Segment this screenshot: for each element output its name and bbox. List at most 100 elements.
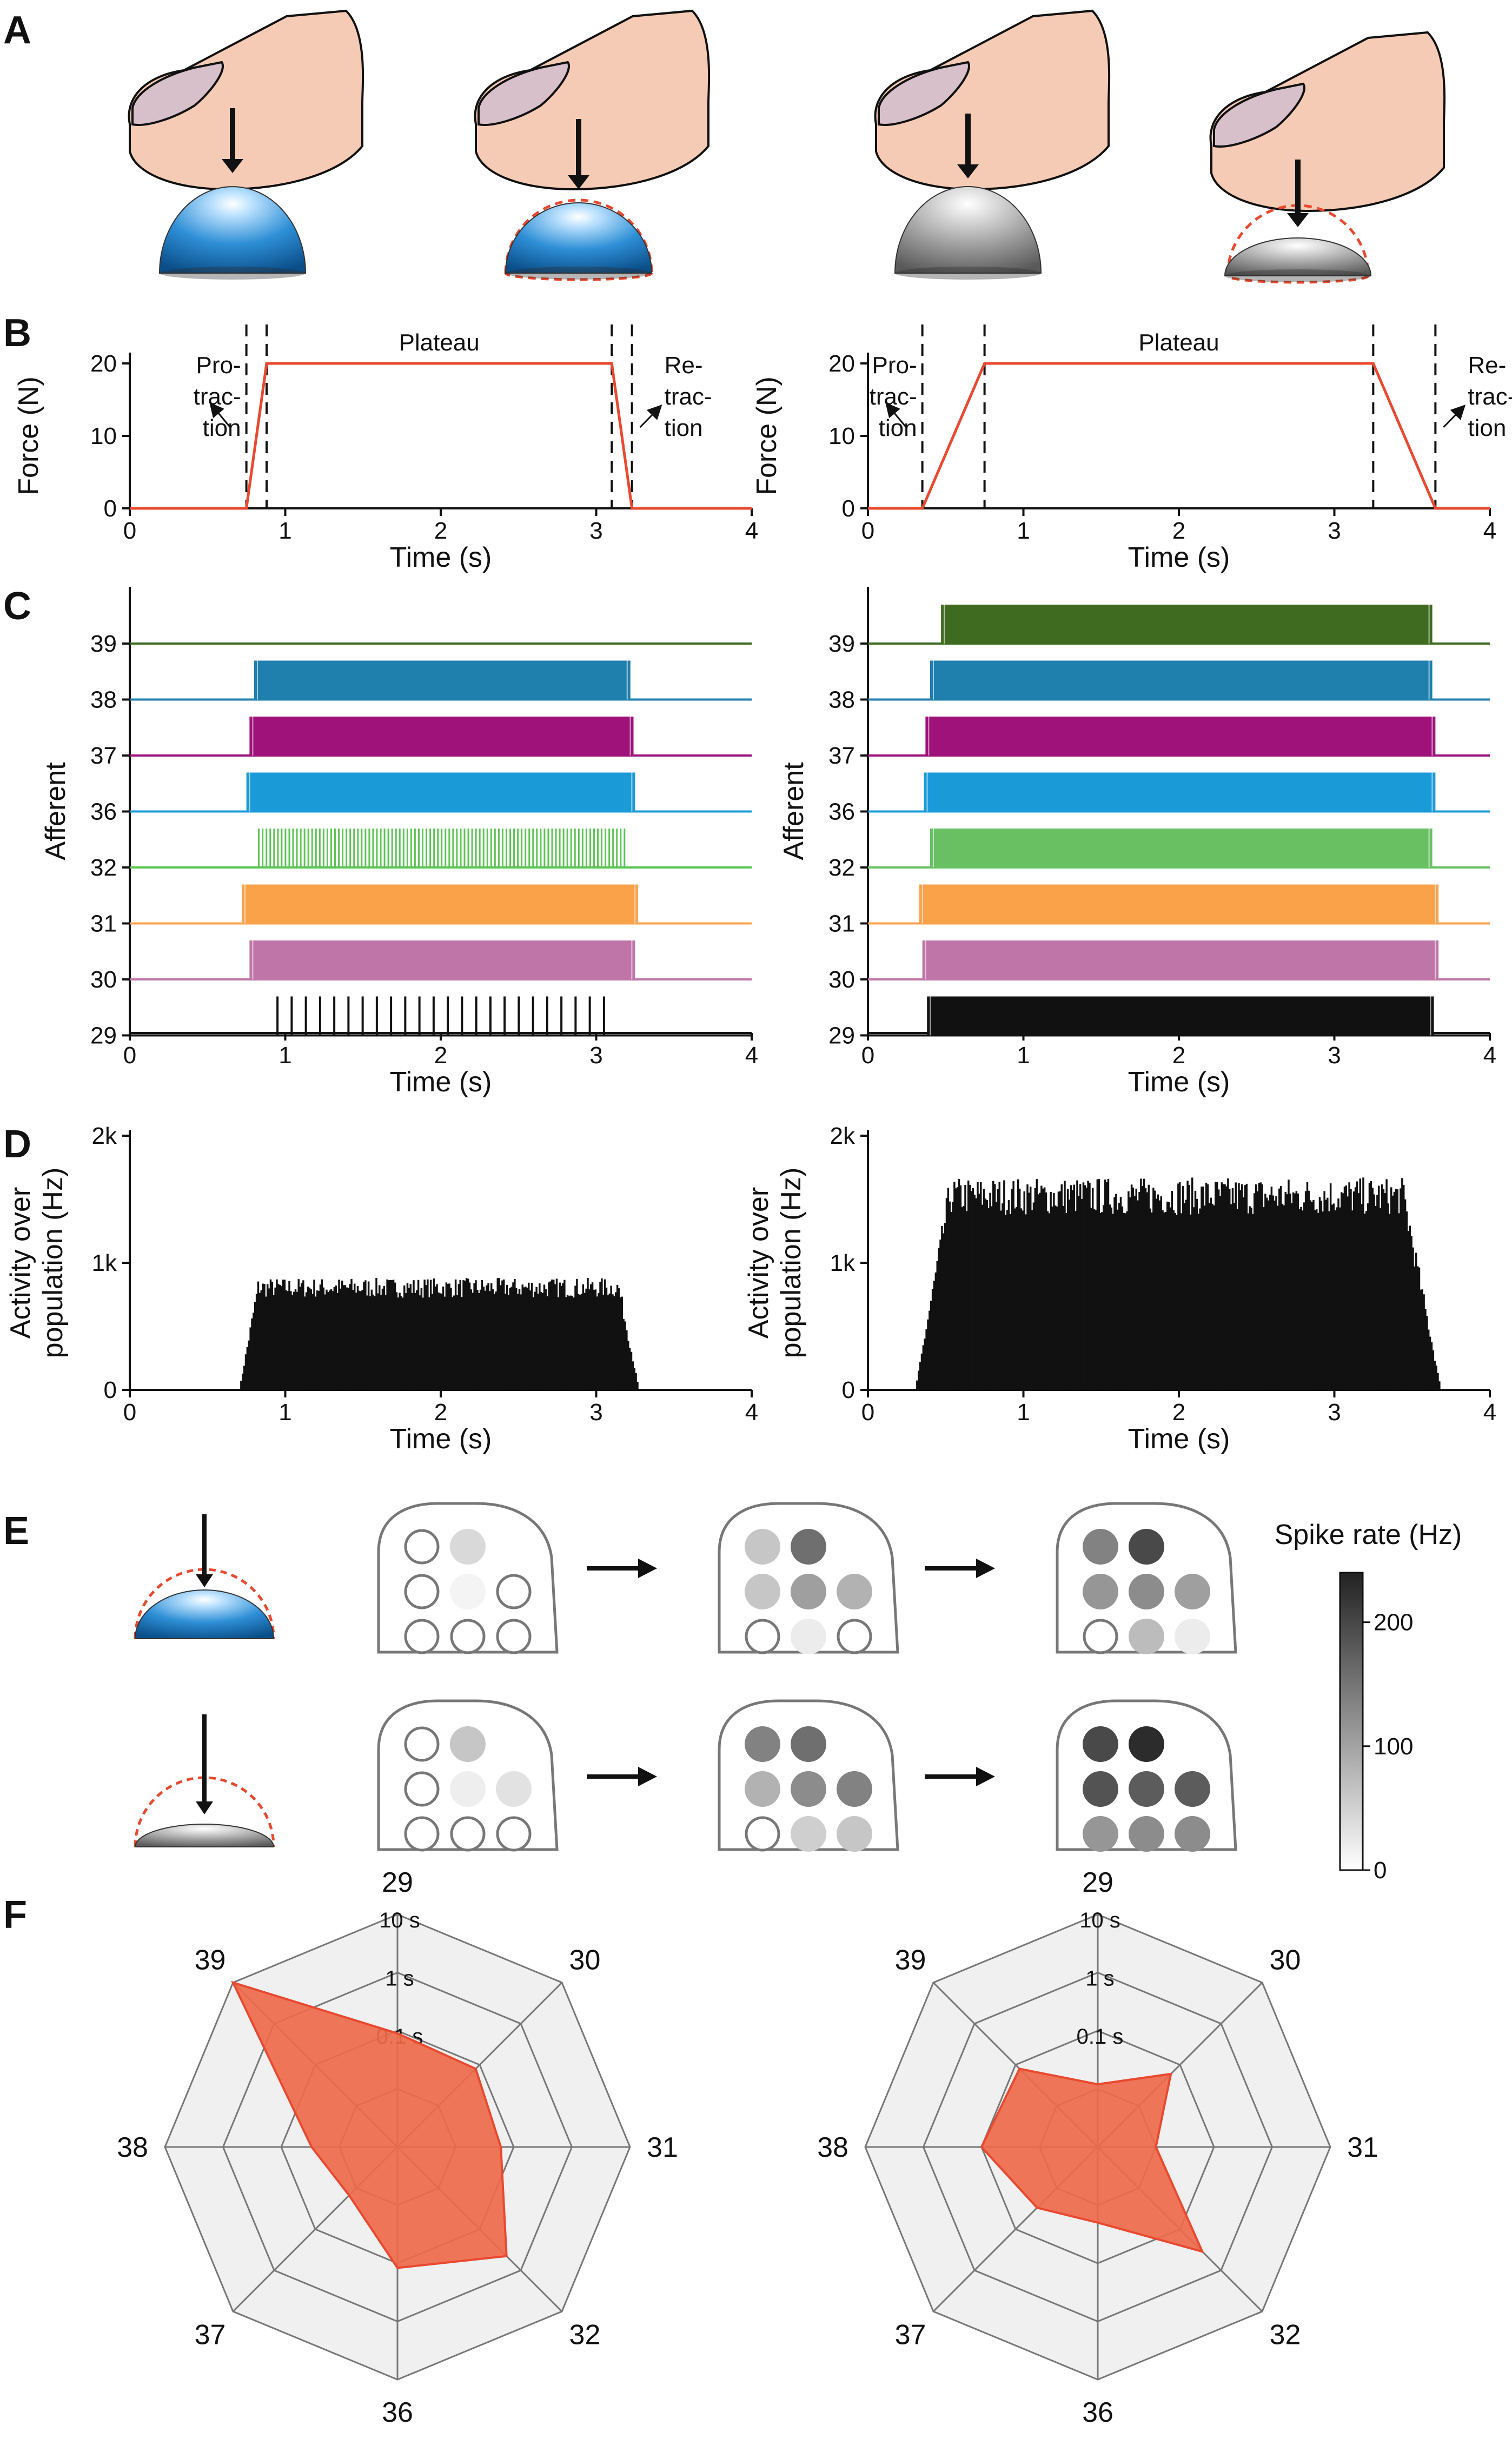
force-chart-right-y-tick-label: 20 bbox=[828, 350, 855, 377]
force-chart-right-plateau-label: Plateau bbox=[1138, 329, 1219, 356]
histogram-left-bin bbox=[583, 1293, 586, 1390]
histogram-left-bin bbox=[350, 1279, 353, 1390]
histogram-right-bin bbox=[1231, 1188, 1234, 1390]
histogram-right-bin bbox=[1291, 1203, 1293, 1390]
histogram-right-bin bbox=[1270, 1187, 1273, 1390]
histogram-right-bin bbox=[1373, 1194, 1375, 1390]
fingernail-shape bbox=[878, 61, 970, 126]
histogram-right-bin bbox=[1322, 1211, 1324, 1390]
histogram-left-bin bbox=[496, 1278, 499, 1390]
histogram-right-bin bbox=[1390, 1187, 1392, 1390]
histogram-left-bin bbox=[249, 1327, 251, 1390]
histogram-right-bin bbox=[1339, 1207, 1341, 1390]
radar-left-axis-label-31: 31 bbox=[647, 2132, 678, 2163]
histogram-left-bin bbox=[404, 1293, 407, 1390]
histogram-left-bin bbox=[429, 1280, 432, 1390]
histogram-left-x-axis-label: Time (s) bbox=[390, 1423, 492, 1455]
histogram-right-bin bbox=[1216, 1182, 1218, 1390]
histogram-left-bin bbox=[528, 1282, 530, 1390]
histogram-right-bin bbox=[1323, 1191, 1325, 1390]
histogram-right-bin bbox=[1224, 1184, 1226, 1390]
histogram-left-bin bbox=[400, 1296, 402, 1390]
histogram-left-bin bbox=[433, 1278, 435, 1390]
histogram-right-bin bbox=[1298, 1209, 1301, 1390]
sensor-active bbox=[745, 1529, 780, 1565]
histogram-left-bin bbox=[573, 1297, 575, 1390]
histogram-right-bin bbox=[930, 1301, 932, 1390]
histogram-right-bin bbox=[1345, 1185, 1348, 1390]
histogram-left-bin bbox=[427, 1279, 429, 1390]
histogram-right-bin bbox=[1398, 1213, 1400, 1390]
histogram-right-bin bbox=[1242, 1197, 1245, 1390]
histogram-right-bin bbox=[1249, 1206, 1251, 1390]
histogram-left-bin bbox=[568, 1296, 571, 1390]
histogram-left-bin bbox=[268, 1288, 270, 1390]
sensor-inactive bbox=[1083, 1619, 1118, 1654]
histogram-right-bin bbox=[1254, 1193, 1256, 1390]
histogram-left-bin bbox=[578, 1294, 580, 1390]
finger-shape bbox=[1209, 31, 1446, 213]
histogram-right-bin bbox=[1327, 1197, 1329, 1390]
histogram-left-bin bbox=[484, 1290, 486, 1390]
histogram-right-bin bbox=[1359, 1178, 1361, 1390]
histogram-right-bin bbox=[1229, 1189, 1231, 1390]
sensor-active bbox=[791, 1619, 826, 1654]
raster-left-afferent-label-36: 36 bbox=[90, 799, 117, 825]
sensor-active bbox=[1129, 1574, 1164, 1609]
histogram-right-bin bbox=[1297, 1193, 1299, 1390]
force-chart-right-protraction-label: trac- bbox=[870, 383, 917, 410]
histogram-left-y-axis-label-2: population (Hz) bbox=[37, 1168, 69, 1359]
histogram-right-bin bbox=[1007, 1200, 1010, 1390]
raster-right-spike-block-38 bbox=[930, 660, 1433, 700]
histogram-right-bin bbox=[1174, 1212, 1176, 1390]
histogram-right-bin bbox=[1255, 1184, 1257, 1390]
histogram-left-bin bbox=[487, 1283, 489, 1390]
histogram-right-bin bbox=[1284, 1191, 1286, 1390]
histogram-right-bin bbox=[1434, 1360, 1436, 1390]
histogram-right-bin bbox=[1078, 1196, 1080, 1390]
histogram-left-bin bbox=[366, 1295, 368, 1390]
panel-f-radar-charts: 29 30 31 32 36 37 38 39 0.1 s 1 s 10 s 29 30 31 32 36 37… bbox=[117, 1867, 1378, 2428]
histogram-left-bin bbox=[621, 1296, 623, 1390]
histogram-left-bin bbox=[510, 1287, 513, 1390]
colorbar-tick-label: 0 bbox=[1374, 1857, 1387, 1884]
histogram-right-bin bbox=[1087, 1181, 1089, 1390]
histogram-left-bin bbox=[414, 1293, 416, 1390]
histogram-right-bin bbox=[956, 1187, 959, 1390]
histogram-right-bin bbox=[1385, 1179, 1388, 1390]
histogram-right-bin bbox=[1005, 1215, 1007, 1390]
histogram-right-bin bbox=[1142, 1185, 1144, 1390]
histogram-right-bin bbox=[947, 1188, 950, 1390]
histogram-left-bin bbox=[358, 1290, 361, 1390]
histogram-right-bin bbox=[1404, 1199, 1407, 1390]
skin-map-hard-2 bbox=[1056, 1699, 1237, 1852]
histogram-right-bin bbox=[1098, 1179, 1100, 1390]
histogram-left-bin bbox=[380, 1295, 382, 1390]
sensor-active bbox=[1083, 1574, 1118, 1609]
histogram-left-bin bbox=[462, 1280, 465, 1390]
histogram-right-bin bbox=[1357, 1193, 1360, 1390]
histogram-left-bin bbox=[307, 1286, 309, 1390]
force-chart-right-y-axis-label: Force (N) bbox=[751, 376, 782, 495]
histogram-left-bin bbox=[453, 1295, 455, 1390]
histogram-left-bin bbox=[258, 1293, 261, 1390]
histogram-right-bin bbox=[1060, 1184, 1063, 1390]
histogram-right-bin bbox=[1037, 1194, 1039, 1390]
raster-left-afferent-label-37: 37 bbox=[90, 743, 117, 769]
histogram-left-bin bbox=[486, 1285, 488, 1390]
raster-right-afferent-label-31: 31 bbox=[828, 911, 855, 937]
histogram-left-bin bbox=[498, 1278, 500, 1390]
histogram-right-bin bbox=[1414, 1266, 1416, 1390]
histogram-right-bin bbox=[1055, 1205, 1057, 1390]
histogram-right-bin bbox=[1407, 1231, 1410, 1390]
histogram-left-bin bbox=[628, 1348, 631, 1390]
radar-left-ring-label: 10 s bbox=[379, 1909, 420, 1932]
histogram-left-bin bbox=[243, 1366, 246, 1390]
histogram-left-bin bbox=[466, 1278, 468, 1390]
histogram-right-bin bbox=[1085, 1187, 1087, 1390]
radar-left-axis-label-29: 29 bbox=[382, 1867, 413, 1898]
sequence-arrow-head bbox=[976, 1767, 995, 1786]
histogram-right-bin bbox=[1080, 1198, 1083, 1390]
raster-left-afferent-label-32: 32 bbox=[90, 854, 117, 881]
